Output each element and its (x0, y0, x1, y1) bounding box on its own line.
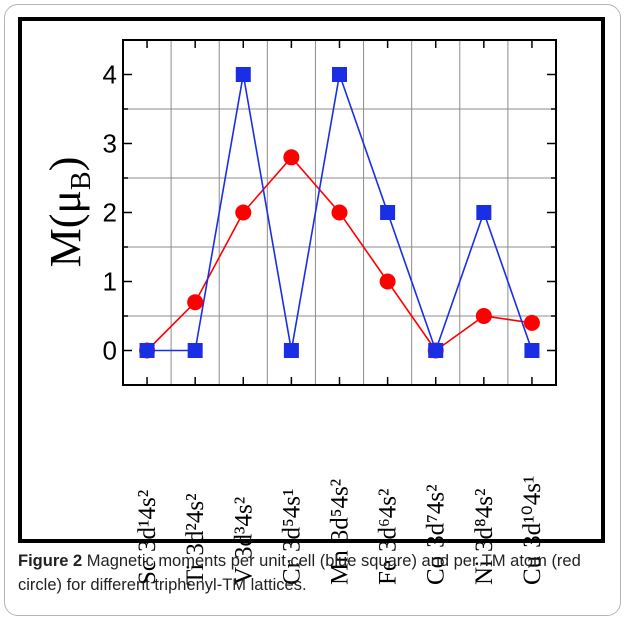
data-point-circle (523, 314, 540, 331)
y-axis-label-sub: B (66, 171, 97, 190)
x-tick-label: Sc 3d¹4s² (134, 490, 161, 585)
y-tick-label: 4 (103, 60, 117, 90)
figure-caption: Figure 2 Magnetic moments per unit cell … (18, 549, 613, 597)
data-point-circle (475, 308, 492, 324)
x-tick-label-config: 3d⁵4s¹ (278, 489, 305, 552)
data-point-square (476, 205, 492, 220)
x-tick-label: Ni 3d⁸4s² (471, 489, 498, 585)
data-point-square (380, 205, 396, 220)
figure-label: Figure 2 (18, 552, 83, 570)
x-tick-label-element: Cr (278, 559, 305, 585)
data-point-square (524, 343, 540, 358)
axis-ticks (123, 39, 556, 386)
data-point-circle (331, 204, 348, 221)
data-point-circle (235, 204, 252, 221)
data-point-square (283, 343, 299, 358)
x-tick-label-config: 3d⁸4s² (471, 489, 498, 552)
x-tick-label: Cr 3d⁵4s¹ (278, 489, 305, 585)
data-point-square (187, 343, 203, 358)
x-tick-label-config: 3d⁶4s² (375, 489, 402, 552)
data-point-circle (283, 149, 300, 166)
caption-text: Magnetic moments per unit cell (blue squ… (18, 552, 581, 594)
x-tick-labels: Sc 3d¹4s² Ti 3d²4s² V 3d³4s² Cr 3d⁵4s¹ Mn 3d⁵4s² F… (134, 476, 546, 585)
x-tick-label-element: Fe (375, 560, 402, 585)
x-tick-label: Fe 3d⁶4s² (375, 489, 402, 585)
data-point-circle (379, 273, 396, 290)
data-point-square (139, 343, 155, 358)
x-tick-label-element: V (230, 567, 257, 585)
x-tick-label-element: Cu (519, 555, 546, 585)
series-line-circle (146, 156, 533, 352)
x-tick-label: Mn 3d⁵4s² (327, 479, 354, 585)
x-tick-label: Co 3d⁷4s² (423, 484, 450, 585)
y-axis-label-close: ) (41, 157, 90, 172)
data-point-square (235, 67, 251, 82)
x-tick-label-element: Mn (327, 550, 354, 585)
y-tick-labels: 0 1 2 3 4 (103, 60, 117, 366)
x-tick-label-element: Co (423, 556, 450, 585)
data-point-square (332, 67, 347, 82)
x-tick-label: Ti 3d²4s² (182, 493, 209, 585)
data-point-circle (187, 294, 204, 311)
x-tick-label-config: 3d³4s² (230, 497, 257, 559)
x-tick-label: V 3d³4s² (230, 497, 257, 585)
x-tick-label-config: 3d¹4s² (134, 490, 161, 552)
y-tick-label: 1 (103, 267, 117, 297)
y-tick-label: 2 (103, 198, 117, 228)
y-axis-label-main: M(μ (41, 190, 90, 267)
y-axis-label: M(μB) (41, 157, 97, 268)
data-point-square (428, 343, 444, 358)
x-tick-label-config: 3d¹⁰4s¹ (519, 476, 546, 548)
series-group (139, 67, 540, 359)
x-tick-label: Cu 3d¹⁰4s¹ (519, 476, 546, 585)
x-tick-label-config: 3d⁵4s² (327, 479, 354, 542)
x-tick-label-config: 3d²4s² (182, 493, 209, 555)
x-tick-label-element: Sc (134, 560, 161, 585)
x-tick-label-element: Ni (471, 560, 498, 585)
x-tick-label-config: 3d⁷4s² (423, 484, 450, 547)
x-tick-label-element: Ti (182, 564, 209, 585)
y-tick-label: 3 (103, 129, 117, 159)
y-tick-label: 0 (103, 336, 117, 366)
